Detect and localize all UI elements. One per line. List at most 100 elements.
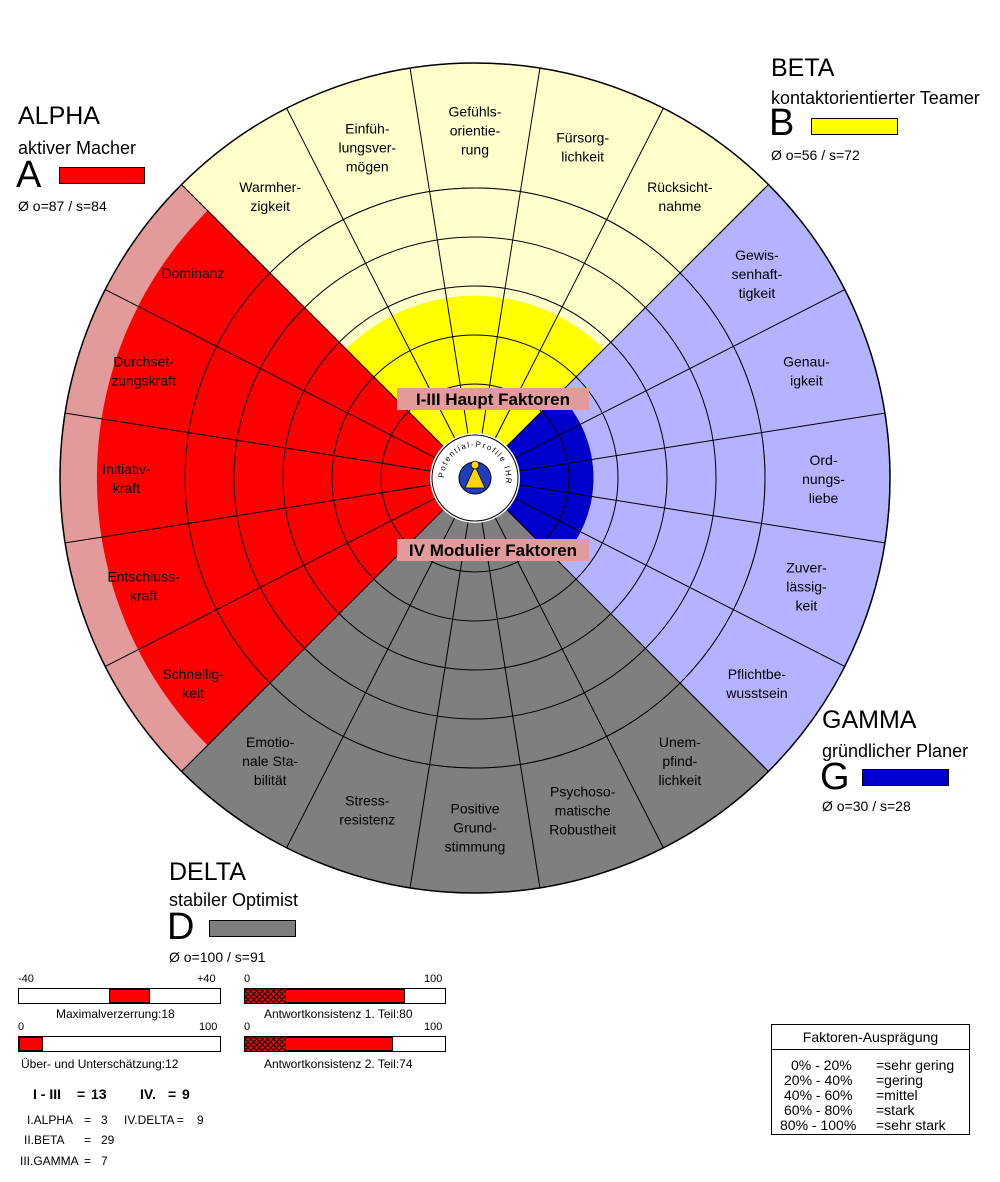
- summary-delta-eq: =: [177, 1113, 185, 1127]
- factor-label-gamma: Ord-nungs-liebe: [802, 452, 845, 506]
- summary-alpha-value: 3: [101, 1113, 108, 1127]
- factor-label-beta: Gefühls-orientie-rung: [449, 104, 502, 158]
- factor-label-gamma: Gewis-senhaft-tigkeit: [732, 247, 783, 301]
- scale-ueber-caption: Über- und Unterschätzung:12: [21, 1057, 179, 1071]
- factor-label-gamma: Pflichtbe-wusstsein: [725, 666, 787, 701]
- alpha-swatch: [59, 167, 145, 184]
- legend-box: Faktoren-Ausprägung 0% - 20% =sehr gerin…: [771, 1024, 970, 1135]
- alpha-letter: A: [16, 154, 42, 196]
- factor-label-alpha: Dominanz: [162, 265, 225, 281]
- summary-delta-label: IV.DELTA: [124, 1113, 175, 1127]
- gamma-inner-band: [506, 272, 765, 684]
- scale-konsist1-min: 0: [244, 973, 251, 985]
- scale-maxverz-min: -40: [18, 973, 34, 985]
- scale-konsist1-fill: [285, 989, 405, 1003]
- summary-gamma-value: 7: [101, 1154, 108, 1168]
- radial-divider: [286, 108, 456, 439]
- factor-label-delta: Emotio-nale Sta-bilität: [242, 734, 298, 788]
- scale-maxverz-caption: Maximalverzerrung:18: [56, 1007, 175, 1021]
- factor-label-alpha: Durchset-zungskraft: [111, 353, 176, 388]
- scale-konsist1-bar: [244, 988, 446, 1004]
- scale-ueber-max: 100: [199, 1021, 218, 1033]
- gamma-stats: Ø o=30 / s=28: [822, 798, 911, 814]
- factor-label-beta: Warmher-zigkeit: [239, 179, 301, 214]
- summary-iv-label: IV.: [140, 1086, 156, 1102]
- legend-title: Faktoren-Ausprägung: [802, 1029, 939, 1045]
- factor-label-beta: Fürsorg-lichkeit: [556, 130, 609, 165]
- legend-label: =sehr stark: [876, 1117, 946, 1133]
- gamma-swatch: [862, 769, 949, 786]
- radial-divider: [65, 484, 431, 544]
- scale-konsist2-fill: [285, 1037, 393, 1051]
- radial-divider: [286, 517, 456, 848]
- summary-delta-value: 9: [197, 1113, 204, 1127]
- legend-label: =stark: [876, 1102, 915, 1118]
- radial-divider: [65, 412, 431, 472]
- delta-title: DELTA: [169, 858, 246, 886]
- logo-head-icon: [470, 460, 480, 470]
- summary-beta-eq: =: [84, 1133, 92, 1147]
- legend-label: =mittel: [876, 1087, 918, 1103]
- grid-ring: [331, 334, 619, 622]
- alpha-value-fill: [96, 210, 444, 746]
- scale-konsist2-bar: [244, 1036, 446, 1052]
- scale-ueber-min: 0: [18, 1021, 25, 1033]
- scale-konsist2-min: 0: [244, 1021, 251, 1033]
- scale-konsist2-max: 100: [424, 1021, 443, 1033]
- delta-value-fill: [269, 509, 681, 769]
- radial-divider: [409, 68, 469, 434]
- factor-label-gamma: Genau-igkeit: [783, 353, 830, 388]
- radial-divider: [514, 497, 845, 667]
- scale-konsist1-max: 100: [424, 973, 443, 985]
- summary-alpha-label: I.ALPHA: [27, 1113, 74, 1127]
- alpha-stats: Ø o=87 / s=84: [18, 198, 107, 214]
- delta-swatch: [209, 920, 296, 937]
- legend-label: =gering: [876, 1072, 924, 1088]
- factor-label-gamma: Zuver-lässig-keit: [786, 560, 827, 614]
- grid-ring: [380, 383, 570, 573]
- beta-letter: B: [769, 102, 795, 144]
- scale-ueber-bar: [18, 1036, 221, 1052]
- alpha-subtitle: aktiver Macher: [18, 138, 137, 158]
- beta-title: BETA: [771, 54, 835, 82]
- summary-alpha-eq: =: [84, 1113, 92, 1127]
- radial-divider: [105, 289, 436, 459]
- gamma-value-fill: [506, 394, 594, 562]
- factor-label-beta: Einfüh-lungsver-mögen: [339, 121, 397, 175]
- center-label-bottom-bg: [397, 539, 589, 561]
- summary-i-iii-label: I - III: [33, 1086, 61, 1102]
- radial-divider: [481, 68, 541, 434]
- grid-ring: [233, 236, 717, 720]
- radial-divider: [409, 522, 469, 888]
- factor-label-alpha: Schnellig-keit: [162, 666, 224, 701]
- summary-beta-label: II.BETA: [24, 1133, 65, 1147]
- outer-ring: [59, 62, 891, 894]
- radial-divider: [494, 108, 664, 439]
- scale-konsist2-caption: Antwortkonsistenz 2. Teil:74: [264, 1057, 413, 1071]
- center-label-top: I-III Haupt Faktoren: [416, 390, 570, 409]
- factor-label-delta: Positive Grund-stimmung: [445, 801, 506, 855]
- grid-ring: [184, 187, 766, 769]
- scale-ueber-fill: [19, 1037, 44, 1051]
- summary-i-iii-value: 13: [91, 1086, 107, 1102]
- radial-divider: [519, 484, 885, 544]
- summary-iv-value: 9: [182, 1086, 190, 1102]
- factor-label-alpha: Initiativ-kraft: [102, 461, 151, 496]
- delta-subtitle: stabiler Optimist: [169, 890, 299, 910]
- factor-label-beta: Rücksicht-nahme: [647, 179, 713, 214]
- radial-divider: [481, 522, 541, 888]
- factor-label-delta: Unem-pfind-lichkeit: [658, 734, 701, 788]
- radial-divider: [519, 412, 885, 472]
- radial-divider: [514, 289, 845, 459]
- summary-gamma-label: III.GAMMA: [20, 1154, 79, 1168]
- delta-stats: Ø o=100 / s=91: [169, 949, 266, 965]
- center-label-top-bg: [397, 388, 589, 410]
- legend-range: 40% - 60%: [784, 1087, 853, 1103]
- delta-letter: D: [167, 906, 195, 948]
- radial-divider: [494, 517, 664, 848]
- legend-range: 0% - 20%: [791, 1057, 852, 1073]
- beta-swatch: [811, 118, 898, 135]
- scale-maxverz-fill: [109, 989, 151, 1003]
- alpha-title: ALPHA: [18, 102, 100, 130]
- gamma-title: GAMMA: [822, 706, 917, 734]
